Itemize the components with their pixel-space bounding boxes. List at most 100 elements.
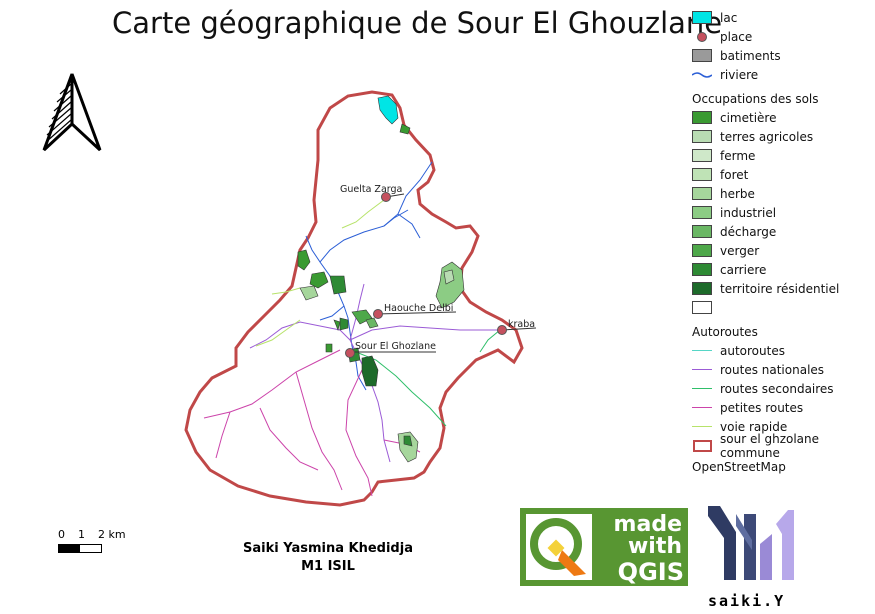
scale-label: 2 km	[98, 528, 126, 541]
legend-label: voie rapide	[720, 419, 788, 434]
legend: lac place batiments riviere Occupations …	[692, 8, 872, 476]
legend-item-landuse: herbe	[692, 184, 872, 203]
author-program: M1 ISIL	[301, 559, 355, 574]
landuse-patch	[297, 249, 311, 271]
legend-label: routes secondaires	[720, 381, 834, 396]
qgis-text-line: made	[613, 512, 682, 537]
small-road	[215, 411, 231, 459]
legend-label: foret	[720, 167, 749, 182]
legend-item-landuse: décharge	[692, 222, 872, 241]
legend-label: autoroutes	[720, 343, 785, 358]
saiki-logo-icon	[708, 506, 794, 580]
legend-label: herbe	[720, 186, 755, 201]
legend-source: OpenStreetMap	[692, 459, 786, 474]
lake	[377, 95, 399, 125]
legend-label: routes nationales	[720, 362, 825, 377]
landuse-patch	[443, 269, 455, 285]
legend-item-lake: lac	[692, 8, 872, 27]
scale-label: 1	[78, 528, 85, 541]
legend-item-landuse: verger	[692, 241, 872, 260]
express-road	[255, 319, 301, 347]
legend-item-commune: sour el ghzolane commune	[692, 432, 872, 460]
legend-item-road: routes nationales	[692, 360, 872, 379]
river-wave-icon	[692, 71, 712, 78]
place-label: Haouche Delbi	[384, 303, 453, 314]
legend-item-river: riviere	[692, 65, 872, 84]
legend-label: décharge	[720, 224, 777, 239]
scale-label: 0	[58, 528, 65, 541]
legend-item-road: voie rapide	[692, 417, 872, 436]
place-markers	[345, 192, 537, 358]
author-block: Saiki Yasmina Khedidja M1 ISIL	[218, 540, 438, 576]
legend-label: sour el ghzolane commune	[720, 431, 820, 460]
legend-item-landuse: foret	[692, 165, 872, 184]
map-title: Carte géographique de Sour El Ghouzlane	[112, 6, 723, 40]
express-road	[341, 199, 385, 229]
landuse-patch	[339, 317, 349, 331]
landuse-patch	[329, 275, 347, 295]
legend-label: ferme	[720, 148, 756, 163]
landuse-patch	[325, 343, 333, 353]
qgis-text-made-with: made with	[600, 514, 682, 558]
small-road	[259, 407, 319, 471]
legend-heading-landuse: Occupations des sols	[692, 92, 819, 106]
legend-item-landuse: industriel	[692, 203, 872, 222]
national-road	[349, 283, 365, 341]
legend-item-landuse: cimetière	[692, 108, 872, 127]
legend-label: lac	[720, 10, 738, 25]
legend-item-road: petites routes	[692, 398, 872, 417]
scale-bar: 0 1 2 km	[58, 528, 138, 553]
place-label: kraba	[508, 319, 535, 330]
landuse-patch	[403, 435, 413, 447]
legend-label: industriel	[720, 205, 777, 220]
legend-item-landuse	[692, 298, 872, 317]
small-road	[345, 369, 373, 497]
qgis-q-icon	[526, 514, 592, 580]
landuse-patch	[365, 317, 379, 329]
landuse-patch	[361, 355, 379, 387]
legend-item-landuse: territoire résidentiel	[692, 279, 872, 298]
legend-label: place	[720, 29, 753, 44]
legend-heading-roads: Autoroutes	[692, 325, 758, 339]
legend-item-road: autoroutes	[692, 341, 872, 360]
landuse-patch	[333, 319, 341, 331]
landuse-patch	[299, 285, 319, 301]
rivers	[305, 161, 433, 391]
legend-item-place: place	[692, 27, 872, 46]
place-point-icon	[697, 31, 707, 42]
north-arrow-icon	[42, 73, 102, 152]
legend-label: riviere	[720, 67, 759, 82]
saiki-logo-label: saiki.Y	[708, 592, 786, 610]
author-name: Saiki Yasmina Khedidja	[243, 541, 413, 556]
place-label: Guelta Zarga	[340, 184, 402, 195]
legend-item-landuse: ferme	[692, 146, 872, 165]
legend-item-road: routes secondaires	[692, 379, 872, 398]
legend-item-landuse: terres agricoles	[692, 127, 872, 146]
legend-label: batiments	[720, 48, 781, 63]
legend-item-buildings: batiments	[692, 46, 872, 65]
map-canvas: Guelta Zarga Haouche Delbi kraba Sour El…	[184, 90, 537, 507]
landuse-patch	[397, 431, 419, 463]
scale-graphic	[58, 544, 102, 553]
legend-label: verger	[720, 243, 760, 258]
qgis-logo: made with QGIS	[520, 508, 688, 586]
express-road	[271, 287, 301, 295]
legend-label: cimetière	[720, 110, 777, 125]
lake	[399, 123, 411, 135]
legend-label: territoire résidentiel	[720, 281, 840, 296]
legend-label: petites routes	[720, 400, 804, 415]
national-road	[349, 325, 504, 341]
qgis-text-qgis: QGIS	[617, 558, 684, 586]
commune-boundary	[184, 90, 524, 507]
landuse-patch	[435, 261, 465, 309]
place-label: Sour El Ghozlane	[355, 341, 436, 352]
national-road	[249, 321, 351, 349]
small-road	[295, 371, 343, 491]
legend-item-landuse: carriere	[692, 260, 872, 279]
landuse-patch	[309, 271, 329, 289]
qgis-text-line: with	[627, 534, 682, 559]
small-road	[203, 349, 341, 419]
legend-label: carriere	[720, 262, 767, 277]
secondary-road	[479, 329, 501, 353]
legend-label: terres agricoles	[720, 129, 814, 144]
